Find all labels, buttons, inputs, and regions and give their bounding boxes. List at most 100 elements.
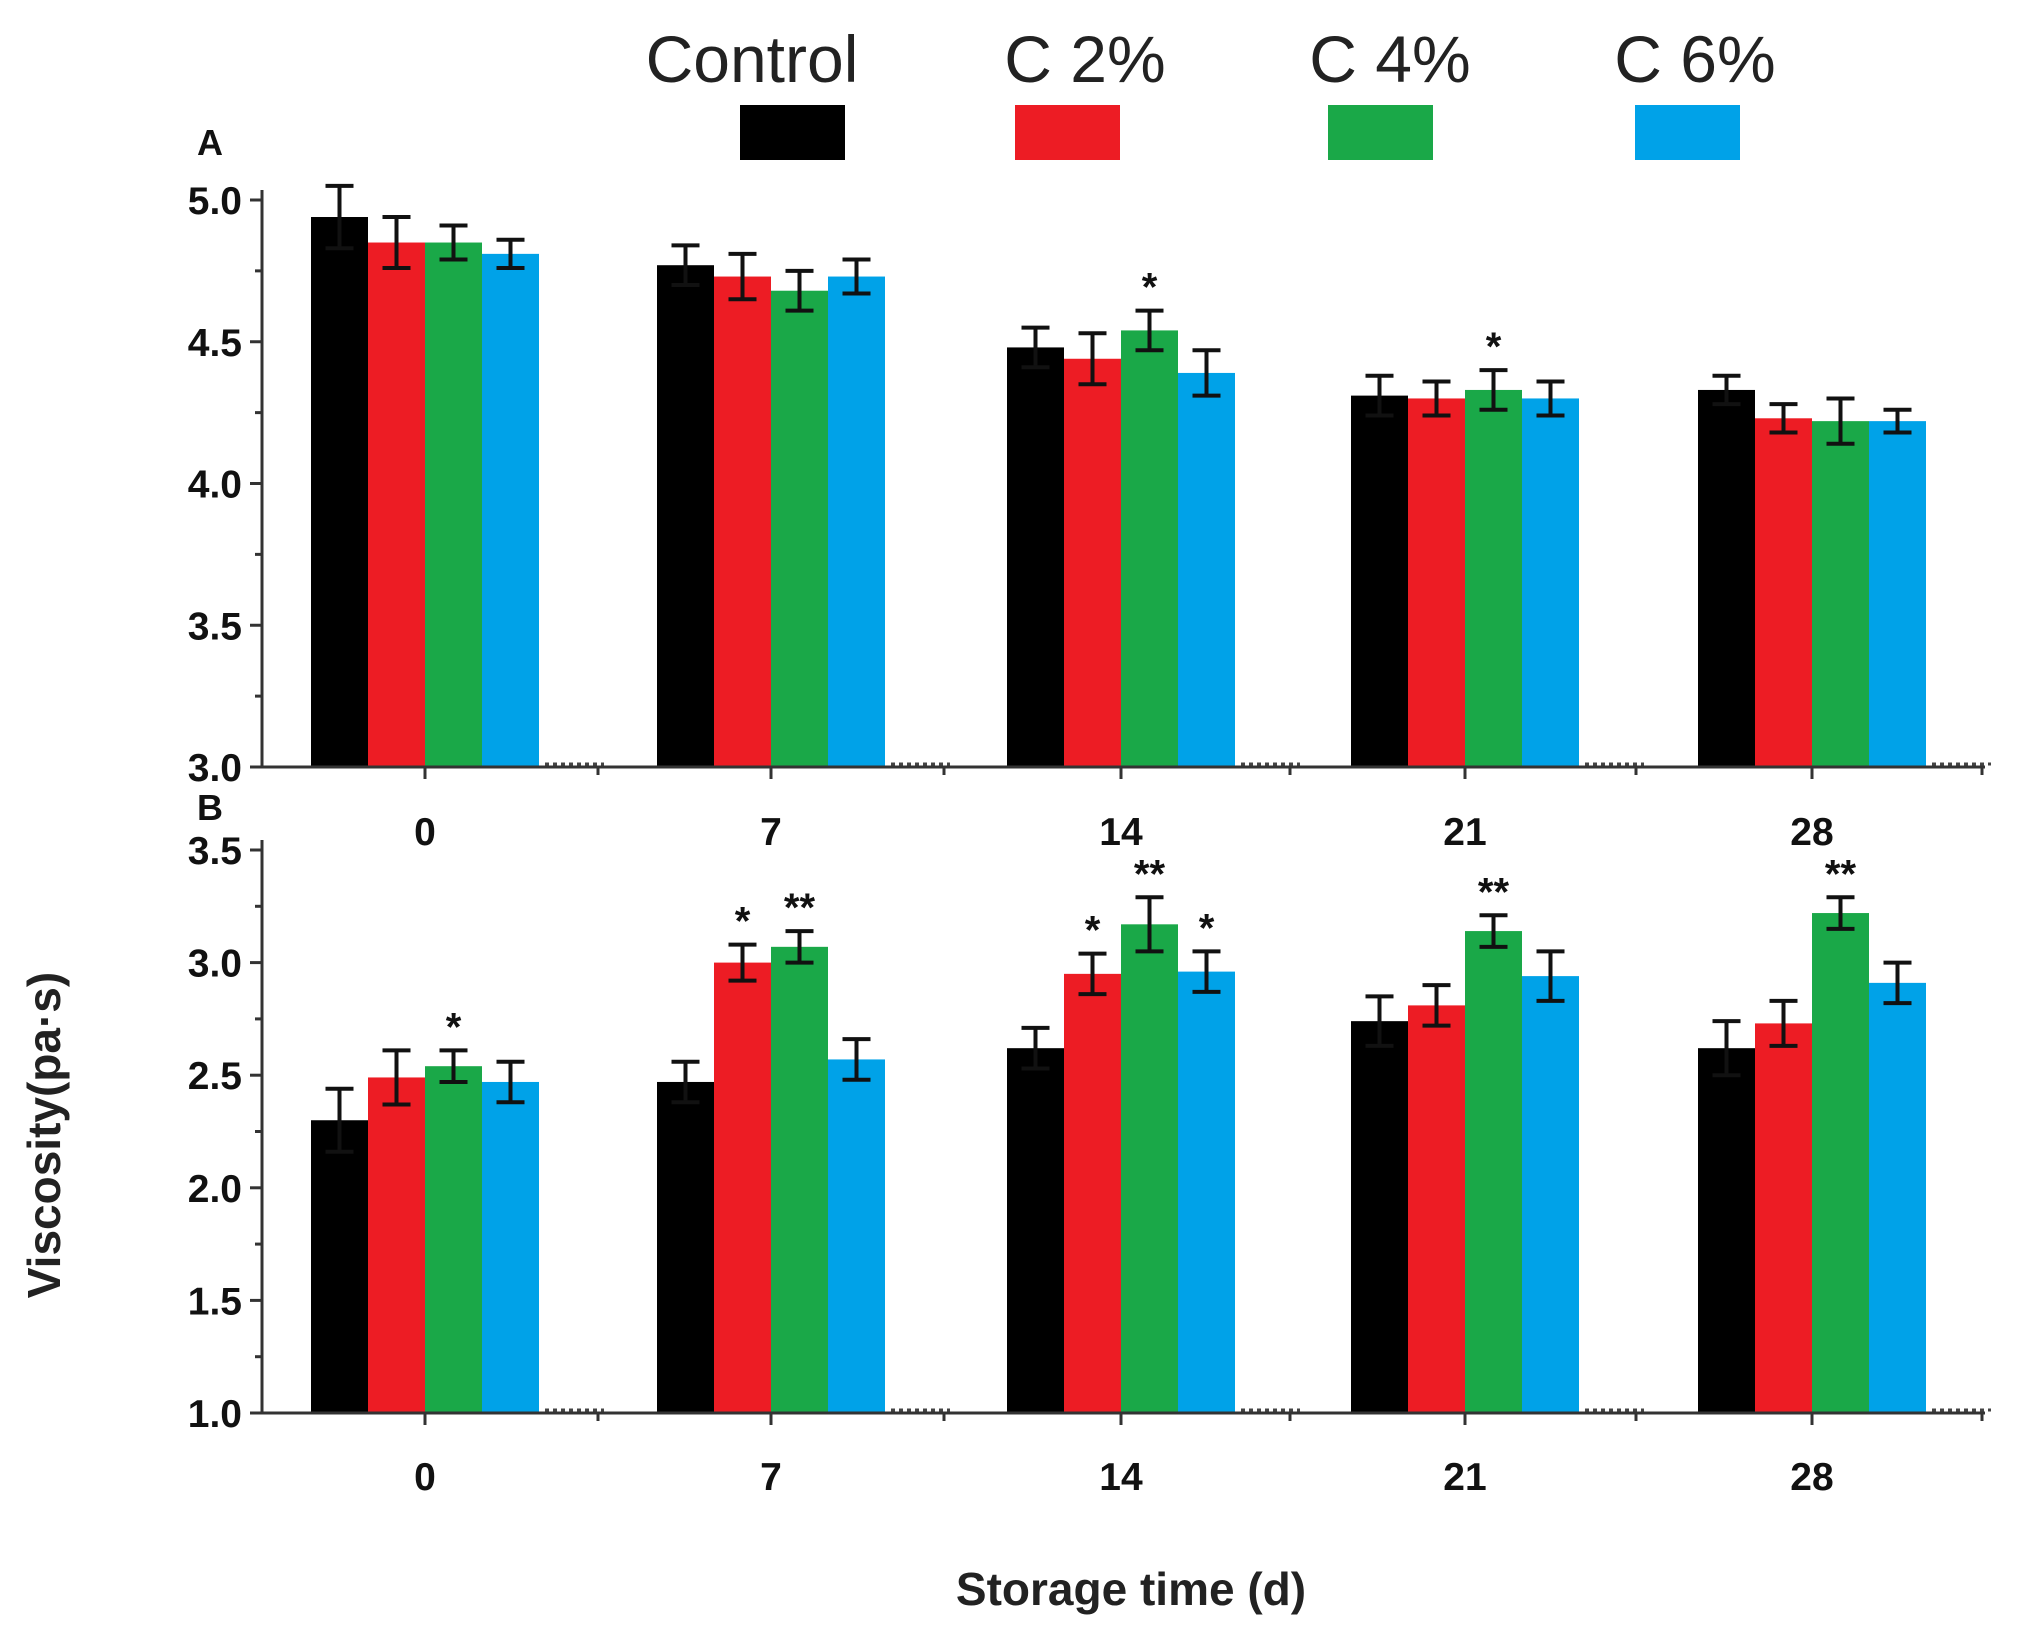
panel-letter: A: [197, 122, 223, 163]
bar-c-4-day-14: [1121, 924, 1178, 1413]
x-tick-label: 28: [1790, 811, 1833, 854]
bar-c-2-day-14: [1064, 358, 1121, 767]
error-bar-c-6-day-14: [1192, 949, 1221, 994]
bar-c-6-day-14: [1178, 971, 1235, 1413]
bar-c-6-day-21: [1522, 398, 1579, 767]
bar-control-day-14: [1007, 347, 1064, 767]
bar-c-4-day-0: [425, 242, 482, 767]
error-bar-control-day-14: [1021, 325, 1050, 370]
error-bar-c-2-day-14: [1078, 331, 1107, 387]
legend-swatch-control: [740, 105, 845, 160]
y-axis-title: Viscosity(pa·s): [18, 972, 70, 1298]
legend-swatch-c-4: [1328, 105, 1433, 160]
bar-c-6-day-14: [1178, 372, 1235, 767]
legend-swatch-c-6: [1635, 105, 1740, 160]
bar-c-4-day-21: [1465, 931, 1522, 1413]
x-tick-label: 0: [414, 1456, 436, 1499]
legend-label-c-6: C 6%: [1614, 22, 1775, 96]
panel-b: B** ******** **1.01.52.02.53.03.50 7 14 21 28: [188, 787, 1991, 1499]
error-bar-c-6-day-21: [1536, 949, 1565, 1003]
x-tick-label: 7: [760, 811, 782, 854]
error-bar-control-day-14: [1021, 1025, 1050, 1071]
error-bar-c-2-day-21: [1422, 379, 1451, 418]
bar-control-day-28: [1698, 389, 1755, 767]
bar-c-6-day-0: [482, 1081, 539, 1413]
bar-c-6-day-21: [1522, 976, 1579, 1413]
error-bar-c-2-day-28: [1769, 402, 1798, 435]
significance-marker: *: [1199, 906, 1215, 950]
error-bar-control-day-0: [325, 1086, 354, 1154]
error-bar-control-day-21: [1365, 994, 1394, 1048]
bar-c-4-day-28: [1812, 913, 1869, 1413]
x-tick-label: 7: [760, 1456, 782, 1499]
error-bar-control-day-28: [1712, 373, 1741, 407]
error-bar-c-6-day-0: [496, 1059, 525, 1105]
significance-marker: *: [446, 1005, 462, 1049]
legend-label-c-4: C 4%: [1309, 22, 1470, 96]
bar-control-day-21: [1351, 395, 1408, 767]
error-bar-c-6-day-7: [842, 257, 871, 296]
significance-marker: **: [784, 886, 816, 930]
bar-c-4-day-0: [425, 1066, 482, 1413]
legend-swatch-c-2: [1015, 105, 1120, 160]
bars: [311, 183, 1926, 768]
bar-control-day-7: [657, 265, 714, 767]
bar-c-2-day-14: [1064, 973, 1121, 1413]
error-bar-c-4-day-21: [1479, 368, 1508, 412]
legend-label-control: Control: [646, 22, 859, 96]
error-bar-c-2-day-14: [1078, 951, 1107, 997]
bar-c-2-day-28: [1755, 418, 1812, 767]
error-bar-c-4-day-14: [1135, 308, 1164, 353]
y-tick-label: 2.0: [188, 1168, 242, 1211]
bar-c-4-day-7: [771, 946, 828, 1413]
significance-marker: *: [1085, 909, 1101, 953]
bar-c-2-day-21: [1408, 398, 1465, 767]
error-bar-c-2-day-0: [382, 1048, 411, 1107]
x-tick-label: 14: [1099, 811, 1143, 854]
bar-c-4-day-21: [1465, 389, 1522, 767]
error-bar-c-6-day-14: [1192, 348, 1221, 398]
bar-c-2-day-7: [714, 962, 771, 1413]
error-bar-c-4-day-0: [439, 223, 468, 262]
bar-c-2-day-0: [368, 242, 425, 767]
legend-label-c-2: C 2%: [1004, 22, 1165, 96]
error-bar-c-4-day-28: [1826, 895, 1855, 931]
y-tick-label: 2.5: [188, 1055, 242, 1098]
error-bar-c-4-day-28: [1826, 396, 1855, 446]
y-tick-label: 1.0: [188, 1393, 242, 1436]
significance-marker: **: [1825, 852, 1857, 896]
bar-control-day-21: [1351, 1021, 1408, 1413]
y-tick-label: 1.5: [188, 1280, 242, 1323]
y-tick-label: 5.0: [188, 180, 242, 223]
error-bar-c-2-day-28: [1769, 998, 1798, 1048]
bar-control-day-0: [311, 217, 368, 767]
y-tick-label: 3.0: [188, 747, 242, 790]
error-bar-c-6-day-7: [842, 1037, 871, 1082]
bar-control-day-7: [657, 1081, 714, 1413]
bar-c-2-day-0: [368, 1077, 425, 1413]
error-bar-control-day-7: [671, 1059, 700, 1105]
bar-control-day-0: [311, 1120, 368, 1413]
error-bar-c-6-day-21: [1536, 379, 1565, 418]
bar-control-day-14: [1007, 1048, 1064, 1413]
error-bar-control-day-21: [1365, 373, 1394, 418]
x-tick-label: 21: [1443, 1456, 1486, 1499]
y-tick-label: 4.0: [188, 464, 242, 507]
bars: [311, 895, 1926, 1413]
error-bar-c-6-day-28: [1883, 407, 1912, 435]
bar-c-6-day-28: [1869, 421, 1926, 767]
bar-c-4-day-28: [1812, 421, 1869, 767]
x-tick-label: 14: [1099, 1456, 1143, 1499]
error-bar-control-day-0: [325, 183, 354, 251]
x-tick-label: 0: [414, 811, 436, 854]
y-tick-label: 3.5: [188, 830, 242, 873]
bar-control-day-28: [1698, 1048, 1755, 1413]
y-tick-label: 4.5: [188, 322, 242, 365]
error-bar-c-6-day-0: [496, 237, 525, 271]
significance-marker: *: [1486, 325, 1502, 369]
significance-marker: **: [1134, 852, 1166, 896]
bar-c-2-day-7: [714, 276, 771, 767]
error-bar-c-4-day-21: [1479, 913, 1508, 949]
panel-letter: B: [197, 787, 223, 828]
bar-c-6-day-7: [828, 1059, 885, 1413]
